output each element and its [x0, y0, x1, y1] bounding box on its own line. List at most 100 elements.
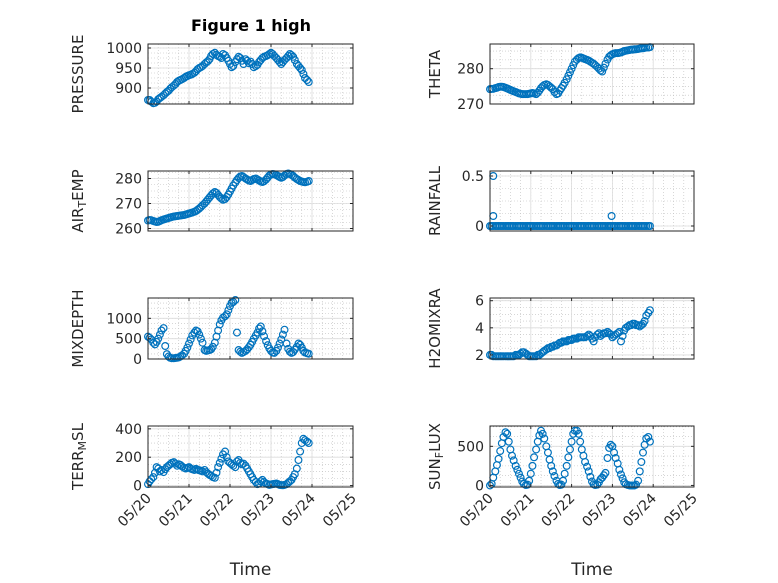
subplot-5: 0 500 1000 MIXDEPTH: [69, 289, 354, 368]
y-tick-label: 200: [115, 450, 142, 466]
data-point: [229, 61, 238, 70]
data-point: [253, 328, 262, 337]
data-point: [611, 454, 620, 463]
y-axis-label: H2OMIXRA: [426, 288, 444, 369]
data-point: [155, 467, 164, 476]
data-point: [574, 429, 583, 438]
y-tick-label: 1000: [106, 41, 142, 57]
axis-box: [489, 170, 695, 232]
data-point: [601, 468, 610, 477]
data-point: [607, 212, 616, 221]
data-point: [229, 298, 238, 307]
data-point: [299, 69, 308, 78]
data-point: [265, 49, 274, 58]
series-markers: [486, 426, 654, 490]
data-point: [221, 312, 230, 321]
data-point: [583, 462, 592, 471]
data-point: [280, 325, 289, 334]
data-point: [296, 447, 305, 456]
data-point: [262, 337, 271, 346]
data-point: [208, 189, 217, 198]
y-axis-label-main: THETA: [426, 49, 444, 99]
data-point: [567, 437, 576, 446]
data-point: [494, 454, 503, 463]
data-point: [304, 349, 313, 358]
data-point: [606, 440, 615, 449]
data-point: [186, 335, 195, 344]
x-axis-label: Time: [229, 560, 272, 580]
series-markers: [144, 296, 313, 363]
y-tick-label: 260: [115, 222, 142, 238]
data-point: [270, 348, 279, 357]
data-point: [610, 448, 619, 457]
y-axis-label-main: MIXDEPTH: [69, 289, 87, 367]
data-point: [530, 453, 539, 462]
axis-box: [489, 43, 695, 105]
data-point: [278, 330, 287, 339]
data-point: [277, 335, 286, 344]
data-point: [598, 67, 607, 76]
data-point: [547, 461, 556, 470]
data-point: [557, 480, 566, 489]
data-point: [212, 468, 221, 477]
data-point: [634, 321, 643, 330]
y-axis-label: PRESSURE: [69, 35, 87, 114]
subplot-4: 0 0.5 RAINFALL: [426, 165, 695, 236]
data-point: [634, 476, 643, 485]
data-point: [232, 328, 241, 337]
y-axis-label-main: SUN: [426, 458, 444, 490]
data-point: [196, 334, 205, 343]
data-point: [222, 310, 231, 319]
data-point: [501, 428, 510, 437]
data-point: [198, 338, 207, 347]
data-point: [638, 448, 647, 457]
figure-title: Figure 1 high: [191, 16, 311, 35]
data-point: [244, 59, 253, 68]
y-axis-label: SUNFLUX: [426, 423, 446, 490]
data-point: [155, 330, 164, 339]
y-tick-label: 0: [475, 478, 484, 494]
subplot-2: 270 280 THETA: [426, 43, 695, 113]
axis-box: [147, 297, 354, 360]
y-axis-label-subscript: M: [76, 441, 89, 451]
data-point: [221, 447, 230, 456]
data-point: [564, 453, 573, 462]
data-point: [548, 467, 557, 476]
data-point: [645, 437, 654, 446]
y-axis-label: AIRTEMP: [69, 169, 89, 232]
y-tick-label: 6: [475, 294, 484, 310]
data-point: [635, 467, 644, 476]
y-tick-label: 2: [475, 348, 484, 364]
subplot-6: 2 4 6 H2OMIXRA: [426, 288, 695, 369]
data-point: [275, 57, 284, 66]
data-point: [198, 467, 207, 476]
y-axis-label-subscript: F: [433, 452, 446, 458]
y-axis-label-main: PRESSURE: [69, 35, 87, 114]
subplot-3: 260 270 280 AIRTEMP: [69, 169, 354, 238]
data-point: [538, 429, 547, 438]
data-point: [290, 55, 299, 64]
data-point: [304, 177, 313, 186]
data-point: [215, 458, 224, 467]
y-tick-label: 270: [115, 197, 142, 213]
data-point: [514, 469, 523, 478]
y-axis-label: THETA: [426, 49, 444, 99]
y-tick-label: 500: [457, 439, 484, 455]
data-point: [149, 473, 158, 482]
y-axis-label: MIXDEPTH: [69, 289, 87, 367]
data-point: [640, 317, 649, 326]
data-point: [504, 437, 513, 446]
data-point: [586, 472, 595, 481]
data-point: [285, 347, 294, 356]
data-point: [282, 339, 291, 348]
y-tick-label: 1000: [106, 311, 142, 327]
data-point: [195, 330, 204, 339]
y-axis-label-rest: EMP: [69, 169, 87, 200]
axis-box: [147, 170, 354, 232]
x-axis-label: Time: [570, 560, 613, 580]
data-point: [550, 472, 559, 481]
data-point: [236, 347, 245, 356]
y-axis-label-main: AIR: [69, 208, 87, 233]
y-tick-label: 4: [475, 321, 484, 337]
